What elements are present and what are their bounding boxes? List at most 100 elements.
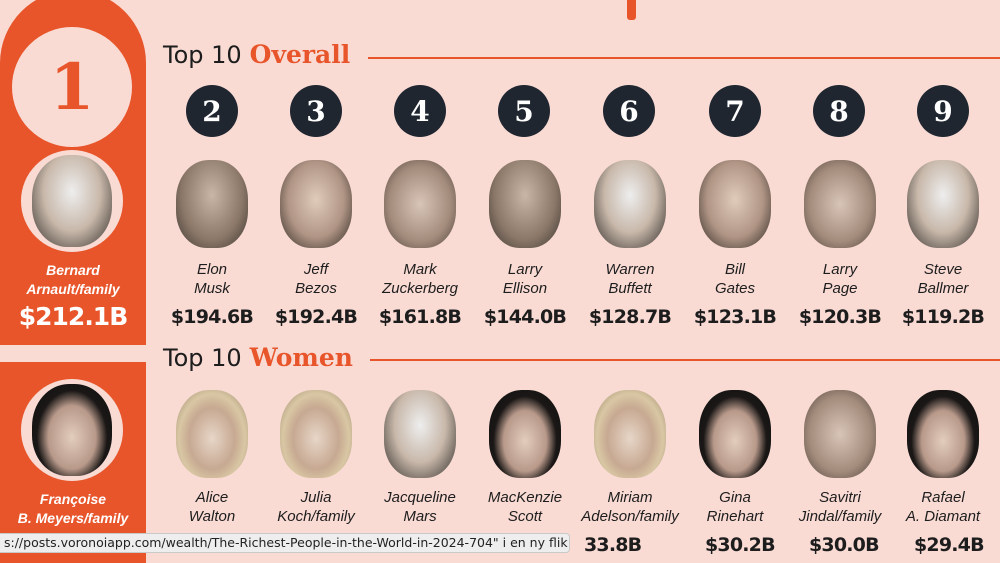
- leader-overall-name: Bernard Arnault/family: [0, 261, 146, 299]
- person-first-name: Steve: [923, 261, 963, 278]
- person-card-overall-8: Larry Page $120.3B: [780, 160, 900, 328]
- rank-number: 5: [514, 94, 534, 128]
- portrait: [489, 390, 561, 478]
- rank-circle-9: 9: [917, 85, 969, 137]
- portrait: [907, 160, 979, 248]
- person-card-women-4: MacKenzie Scott: [465, 390, 585, 526]
- person-first-name: Larry: [822, 261, 858, 278]
- person-card-women-2: Julia Koch/family: [256, 390, 376, 526]
- leader-overall-value: $212.1B: [18, 302, 129, 331]
- person-card-overall-2: Elon Musk $194.6B: [152, 160, 272, 328]
- net-worth-women-5: 33.8B: [584, 534, 642, 556]
- rank-number: 8: [829, 94, 849, 128]
- link-status-bar: s://posts.voronoiapp.com/wealth/The-Rich…: [0, 533, 570, 553]
- person-first-name: Elon: [196, 261, 228, 278]
- rank-one-number: 1: [49, 49, 95, 125]
- leader-overall-photo: [21, 150, 123, 252]
- portrait: [699, 390, 771, 478]
- person-card-women-1: Alice Walton: [152, 390, 272, 526]
- person-last-name: Page: [822, 280, 858, 297]
- top-marker: [627, 0, 636, 20]
- portrait: [384, 160, 456, 248]
- person-card-overall-6: Warren Buffett $128.7B: [570, 160, 690, 328]
- rank-number: 9: [933, 94, 953, 128]
- person-last-name: Ellison: [502, 280, 548, 297]
- person-card-overall-4: Mark Zuckerberg $161.8B: [360, 160, 480, 328]
- net-worth: $144.0B: [483, 306, 567, 328]
- net-worth: $123.1B: [693, 306, 777, 328]
- net-worth: $119.2B: [901, 306, 985, 328]
- person-first-name: Miriam: [607, 489, 653, 506]
- rank-circle-3: 3: [290, 85, 342, 137]
- person-last-name: Jindal/family: [798, 508, 882, 525]
- leader-women-name: Françoise B. Meyers/family: [0, 490, 146, 528]
- portrait: [699, 160, 771, 248]
- person-first-name: Jacqueline: [384, 489, 456, 506]
- leader-women-photo: [21, 379, 123, 481]
- portrait: [804, 160, 876, 248]
- overall-rule: [368, 57, 1000, 59]
- leader-overall-name-line1: Bernard: [46, 262, 100, 278]
- person-first-name: Savitri: [819, 489, 861, 506]
- leader-women-face: [32, 384, 112, 476]
- person-first-name: Larry: [507, 261, 543, 278]
- leader-overall-name-line2: Arnault/family: [26, 281, 120, 297]
- person-card-overall-9: Steve Ballmer $119.2B: [883, 160, 1000, 328]
- rank-number: 4: [410, 94, 430, 128]
- person-last-name: Mars: [403, 508, 437, 525]
- net-worth: $128.7B: [588, 306, 672, 328]
- women-title-prefix: Top 10: [163, 343, 242, 372]
- rank-circle-7: 7: [709, 85, 761, 137]
- person-first-name: Alice: [195, 489, 229, 506]
- portrait: [594, 160, 666, 248]
- person-last-name: Gates: [714, 280, 756, 297]
- rank-number: 2: [202, 94, 222, 128]
- person-last-name: Koch/family: [277, 508, 355, 525]
- person-card-women-3: Jacqueline Mars: [360, 390, 480, 526]
- net-worth: $194.6B: [170, 306, 254, 328]
- person-card-women-8: Rafael A. Diamant: [883, 390, 1000, 526]
- person-card-overall-3: Jeff Bezos $192.4B: [256, 160, 376, 328]
- person-last-name: Bezos: [295, 280, 337, 297]
- person-first-name: MacKenzie: [487, 489, 563, 506]
- women-section-title: Top 10 Women: [163, 343, 353, 372]
- portrait: [280, 390, 352, 478]
- person-last-name: Scott: [507, 508, 543, 525]
- leader-women-name-line2: B. Meyers/family: [17, 510, 129, 526]
- overall-title-prefix: Top 10: [163, 40, 242, 69]
- portrait: [384, 390, 456, 478]
- rank-circle-4: 4: [394, 85, 446, 137]
- portrait: [280, 160, 352, 248]
- net-worth-women-8: $29.4B: [914, 534, 985, 556]
- net-worth: $120.3B: [798, 306, 882, 328]
- person-first-name: Jeff: [303, 261, 329, 278]
- leader-overall-face: [32, 155, 112, 247]
- rank-circle-5: 5: [498, 85, 550, 137]
- portrait: [594, 390, 666, 478]
- person-first-name: Julia: [300, 489, 332, 506]
- person-first-name: Bill: [724, 261, 745, 278]
- person-first-name: Gina: [719, 489, 751, 506]
- net-worth-women-7: $30.0B: [809, 534, 880, 556]
- net-worth: $192.4B: [274, 306, 358, 328]
- women-title-accent: Women: [249, 343, 353, 372]
- person-last-name: Rinehart: [706, 508, 764, 525]
- women-rule: [370, 359, 1000, 361]
- person-last-name: Walton: [188, 508, 236, 525]
- rank-number: 7: [725, 94, 745, 128]
- rank-circle-8: 8: [813, 85, 865, 137]
- rank-circle-2: 2: [186, 85, 238, 137]
- person-card-women-7: Savitri Jindal/family: [780, 390, 900, 526]
- person-card-women-6: Gina Rinehart: [675, 390, 795, 526]
- person-last-name: Adelson/family: [581, 508, 679, 525]
- rank-circle-6: 6: [603, 85, 655, 137]
- portrait: [489, 160, 561, 248]
- portrait: [804, 390, 876, 478]
- person-last-name: Buffett: [608, 280, 652, 297]
- person-last-name: Zuckerberg: [382, 280, 458, 297]
- person-first-name: Rafael: [921, 489, 965, 506]
- rank-one-badge: 1: [12, 27, 132, 147]
- person-card-women-5: Miriam Adelson/family: [570, 390, 690, 526]
- portrait: [176, 160, 248, 248]
- overall-title-accent: Overall: [249, 40, 351, 69]
